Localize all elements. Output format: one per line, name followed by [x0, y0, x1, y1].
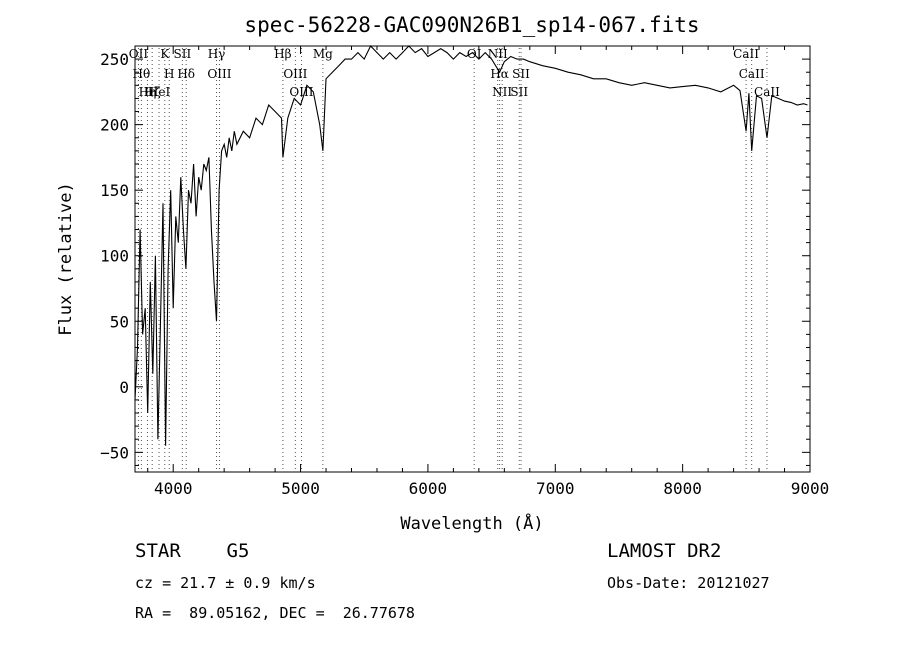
object-class: STAR G5: [135, 540, 250, 562]
line-markers: [137, 48, 768, 470]
y-axis-label: Flux (relative): [56, 182, 76, 336]
coordinates: RA = 89.05162, DEC = 26.77678: [135, 604, 415, 622]
line-label: Hθ: [133, 67, 151, 81]
line-label: SII: [512, 67, 530, 81]
line-label: Hγ: [208, 47, 226, 61]
y-tick-label: 100: [100, 247, 129, 266]
plot-frame: [134, 45, 811, 473]
line-label: CaII: [754, 85, 780, 99]
line-label: Hδ: [177, 67, 195, 81]
line-label: Mg: [313, 47, 333, 61]
line-label: OIII: [283, 67, 307, 81]
y-tick-label: −50: [100, 443, 129, 462]
y-axis: −50 0 50 100 150 200 250: [100, 45, 810, 466]
obs-date: Obs-Date: 20121027: [607, 574, 770, 592]
x-tick-label: 5000: [281, 479, 320, 498]
line-label: OIII: [207, 67, 231, 81]
line-label: SII: [174, 47, 192, 61]
x-axis-label: Wavelength (Å): [400, 512, 543, 534]
line-label: Hζ: [144, 85, 161, 99]
x-tick-label: 7000: [536, 479, 575, 498]
y-tick-label: 150: [100, 181, 129, 200]
line-label: OIII: [289, 85, 313, 99]
x-tick-label: 6000: [409, 479, 448, 498]
y-tick-label: 250: [100, 50, 129, 69]
x-tick-label: 9000: [791, 479, 830, 498]
line-label: Hα: [490, 67, 509, 81]
chart-title: spec-56228-GAC090N26B1_sp14-067.fits: [244, 13, 699, 37]
line-label: OII: [129, 47, 149, 61]
y-tick-label: 0: [119, 378, 129, 397]
line-label: Hη: [139, 85, 157, 99]
line-label: CaII: [739, 67, 765, 81]
spectrum-line: [134, 45, 808, 446]
line-label: NII: [488, 47, 508, 61]
survey-name: LAMOST DR2: [607, 540, 722, 562]
x-axis: 4000 5000 6000 7000 8000 9000: [147, 46, 830, 498]
y-tick-label: 50: [110, 312, 129, 331]
y-tick-label: 200: [100, 116, 129, 135]
line-label: SII: [510, 85, 528, 99]
line-label: H: [164, 67, 174, 81]
redshift-value: cz = 21.7 ± 0.9 km/s: [135, 574, 316, 592]
x-tick-label: 4000: [154, 479, 193, 498]
line-label: CaII: [733, 47, 759, 61]
line-label: HeI: [148, 85, 171, 99]
line-label: NII: [492, 85, 512, 99]
line-label: Hβ: [274, 47, 291, 61]
x-tick-label: 8000: [663, 479, 702, 498]
line-label: K: [160, 47, 170, 61]
